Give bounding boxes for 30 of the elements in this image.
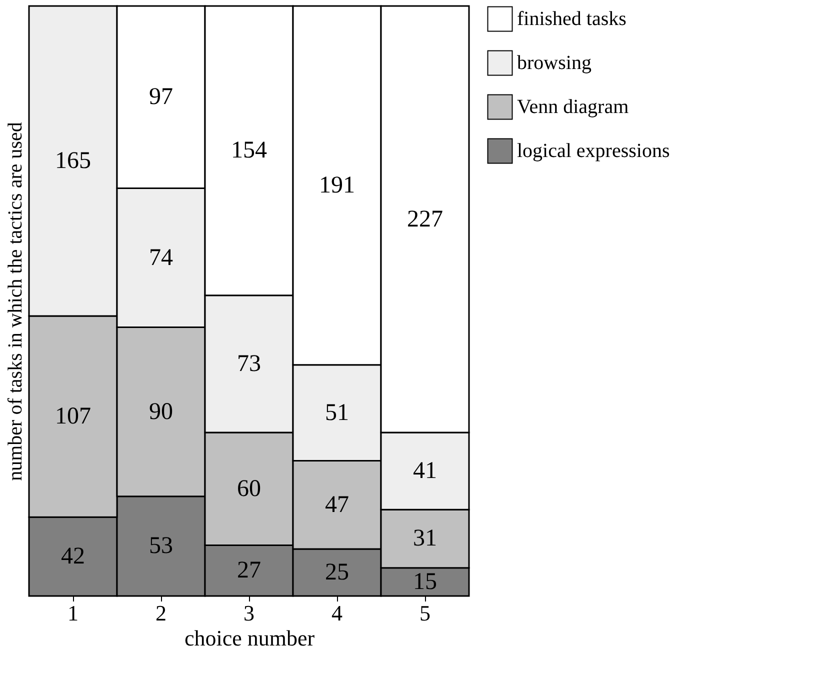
legend-label: finished tasks	[517, 8, 627, 30]
data-label: 27	[237, 558, 261, 584]
data-label: 165	[55, 148, 91, 174]
legend-label: Venn diagram	[517, 96, 630, 118]
data-label: 74	[149, 244, 173, 271]
x-axis-title: choice number	[184, 626, 316, 650]
data-label: 51	[325, 400, 349, 426]
data-label: 227	[407, 206, 443, 232]
data-label: 31	[413, 526, 437, 552]
x-tick-label: 2	[156, 600, 166, 626]
legend-label: logical expressions	[517, 140, 670, 162]
data-label: 15	[413, 568, 437, 595]
x-tick-label: 5	[420, 600, 430, 626]
data-label: 60	[237, 476, 261, 502]
data-label: 53	[149, 533, 173, 560]
y-axis-title: number of tasks in which the tactics are used	[4, 122, 26, 481]
data-label: 47	[325, 492, 349, 518]
data-label: 90	[149, 398, 173, 425]
legend-label: browsing	[517, 52, 592, 74]
data-label: 42	[61, 544, 85, 570]
data-label: 97	[149, 84, 173, 110]
x-tick-label: 4	[332, 600, 342, 626]
data-label: 73	[237, 350, 261, 377]
data-label: 25	[325, 560, 349, 586]
data-label: 107	[55, 404, 91, 430]
x-tick-label: 3	[244, 600, 254, 626]
data-label: 191	[319, 172, 355, 198]
data-label: 154	[231, 138, 267, 164]
data-label: 41	[413, 458, 437, 484]
x-tick-label: 1	[68, 600, 78, 626]
